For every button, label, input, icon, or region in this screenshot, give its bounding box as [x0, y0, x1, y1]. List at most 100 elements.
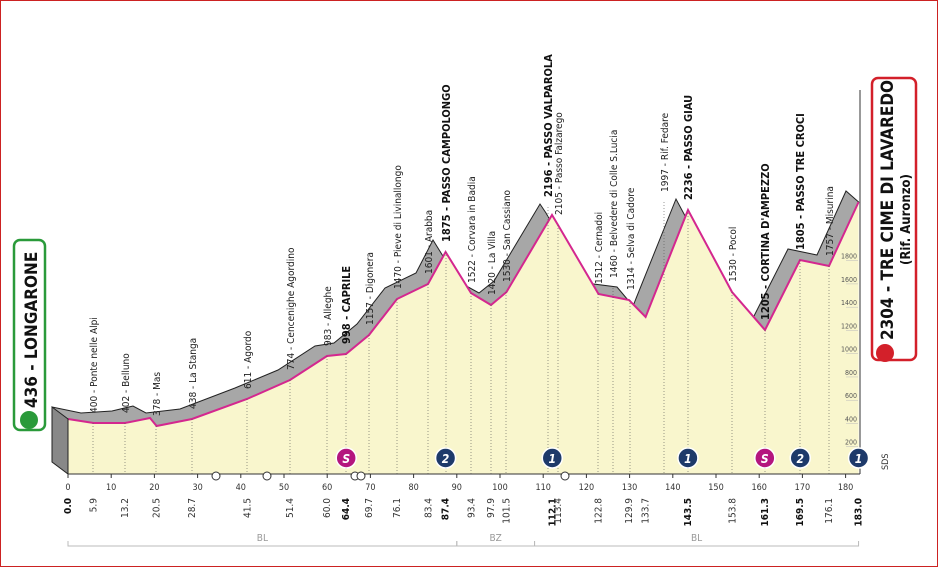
waypoint-label: 1530 - Pocol	[728, 227, 739, 282]
distance-label: 83.4	[423, 498, 434, 518]
distance-label: 76.1	[392, 498, 403, 518]
waypoint-label: 774 - Cencenighe Agordino	[286, 247, 297, 370]
km-tick-label: 10	[106, 483, 116, 493]
km-tick-label: 140	[665, 483, 680, 493]
waypoint-label: 983 - Alleghe	[323, 286, 334, 346]
distance-label: 60.0	[322, 498, 333, 518]
start-box	[12, 238, 47, 432]
start-label: 436 - LONGARONE	[22, 252, 42, 408]
profile-line	[67, 201, 860, 428]
elevation-label: 400	[845, 415, 857, 423]
elevation-label: 200	[845, 439, 857, 447]
km-tick-label: 110	[535, 483, 550, 493]
start-side	[51, 406, 69, 475]
distance-label: 129.9	[624, 498, 635, 524]
distance-label: 101.5	[501, 498, 512, 524]
distance-label: 113.4	[553, 498, 564, 524]
km-tick-label: 150	[708, 483, 723, 493]
waypoint-label: 1460 - Belvedere di Colle S.Lucia	[609, 130, 620, 278]
elevation-label: 1400	[841, 299, 857, 307]
distance-label: 143.5	[683, 498, 694, 526]
km-tick-label: 100	[492, 483, 507, 493]
distance-label: 13.2	[120, 498, 131, 518]
waypoint-label: 1530 - San Cassiano	[502, 189, 513, 282]
waypoint-label: 1875 - PASSO CAMPOLONGO	[440, 84, 453, 242]
waypoint-label: 1601 - Arabba	[424, 210, 435, 274]
marker-label: 1	[549, 452, 557, 466]
waypoint-label: 2236 - PASSO GIAU	[682, 95, 695, 200]
distance-label: 64.4	[341, 498, 352, 520]
credit: SDS	[881, 453, 891, 470]
waypoint-label: 611 - Agordo	[243, 330, 254, 389]
waypoint-label: 400 - Ponte nelle Alpi	[89, 317, 100, 413]
km-tick-label: 0	[65, 483, 70, 493]
waypoint-label: 438 - La Stanga	[188, 338, 199, 409]
distance-label: 69.7	[364, 498, 375, 518]
marker-label: 2	[796, 452, 804, 466]
waypoint-label: 1470 - Pieve di Livinallongo	[393, 165, 404, 289]
waypoint-label: 1522 - Corvara in Badia	[467, 176, 478, 283]
waypoint-label: 2105 - Passo Falzarego	[554, 112, 565, 215]
distance-label: 169.5	[795, 498, 806, 526]
region-label: BZ	[490, 533, 502, 544]
waypoint-label: 1805 - PASSO TRE CROCI	[794, 113, 807, 250]
marker-label: 1	[684, 452, 692, 466]
waypoint-label: 1420 - La Villa	[487, 231, 498, 295]
elevation-label: 1200	[841, 322, 857, 330]
marker-badge	[754, 447, 776, 469]
waypoint-label: 1314 - Selva di Cadore	[626, 187, 637, 290]
waypoint-label: 378 - Mas	[152, 372, 163, 416]
km-tick-label: 30	[192, 483, 202, 493]
distance-label: 20.5	[152, 498, 163, 518]
marker-label: 2	[442, 452, 450, 466]
km-tick-label: 20	[149, 483, 159, 493]
region-bracket	[534, 541, 860, 547]
finish-box	[870, 76, 918, 362]
profile-shape	[51, 90, 861, 475]
waypoint-label: 1997 - Rif. Fedare	[660, 112, 671, 192]
region-label: BL	[257, 533, 268, 544]
marker-badge	[789, 447, 811, 469]
distance-label: 133.7	[641, 498, 652, 524]
waypoint-label: 1512 - Cernadoi	[594, 212, 605, 284]
waypoint-label: 2196 - PASSO VALPAROLA	[542, 54, 555, 197]
distance-label: 5.9	[88, 498, 99, 513]
profile-fill	[68, 202, 859, 474]
finish-sub: (Rif. Auronzo)	[899, 174, 914, 265]
marker-badge	[335, 447, 357, 469]
elevation-label: 600	[845, 392, 857, 400]
distance-label: 93.4	[466, 498, 477, 518]
waypoint-label: 1205 - CORTINA D'AMPEZZO	[759, 163, 772, 320]
km-tick-label: 130	[622, 483, 637, 493]
km-tick-label: 50	[279, 483, 289, 493]
elevation-label: 1000	[841, 346, 857, 354]
marker-badge	[541, 447, 564, 469]
elevation-label: 1800	[841, 253, 857, 261]
distance-label: 87.4	[441, 498, 452, 520]
waypoint-label: 1757 - Misurina	[825, 186, 836, 256]
km-tick-label: 160	[751, 483, 766, 493]
marker-badge	[847, 447, 870, 469]
distance-label: 97.9	[486, 498, 497, 518]
km-tick-label: 70	[365, 483, 375, 493]
finish-label: 2304 - TRE CIME DI LAVAREDO	[878, 80, 898, 340]
distance-label: 122.8	[593, 498, 604, 524]
distance-label: 0.0	[63, 498, 74, 514]
km-tick-label: 120	[579, 483, 594, 493]
distance-label: 183.0	[854, 498, 865, 526]
marker-label: 1	[855, 452, 863, 466]
marker-badge	[677, 447, 699, 469]
waypoint-label: 1157 - Digonera	[365, 252, 376, 325]
km-tick-label: 90	[452, 483, 462, 493]
elevation-label: 1600	[841, 276, 857, 284]
km-tick-label: 60	[322, 483, 332, 493]
waypoint-label: 402 - Belluno	[121, 353, 132, 413]
marker-label: S	[761, 452, 769, 466]
distance-label: 153.8	[727, 498, 738, 524]
distance-label: 112.1	[547, 498, 558, 526]
bonus-icons	[211, 471, 570, 481]
distance-label: 161.3	[760, 498, 771, 526]
region-label: BL	[691, 533, 702, 544]
marker-badge	[434, 447, 457, 469]
